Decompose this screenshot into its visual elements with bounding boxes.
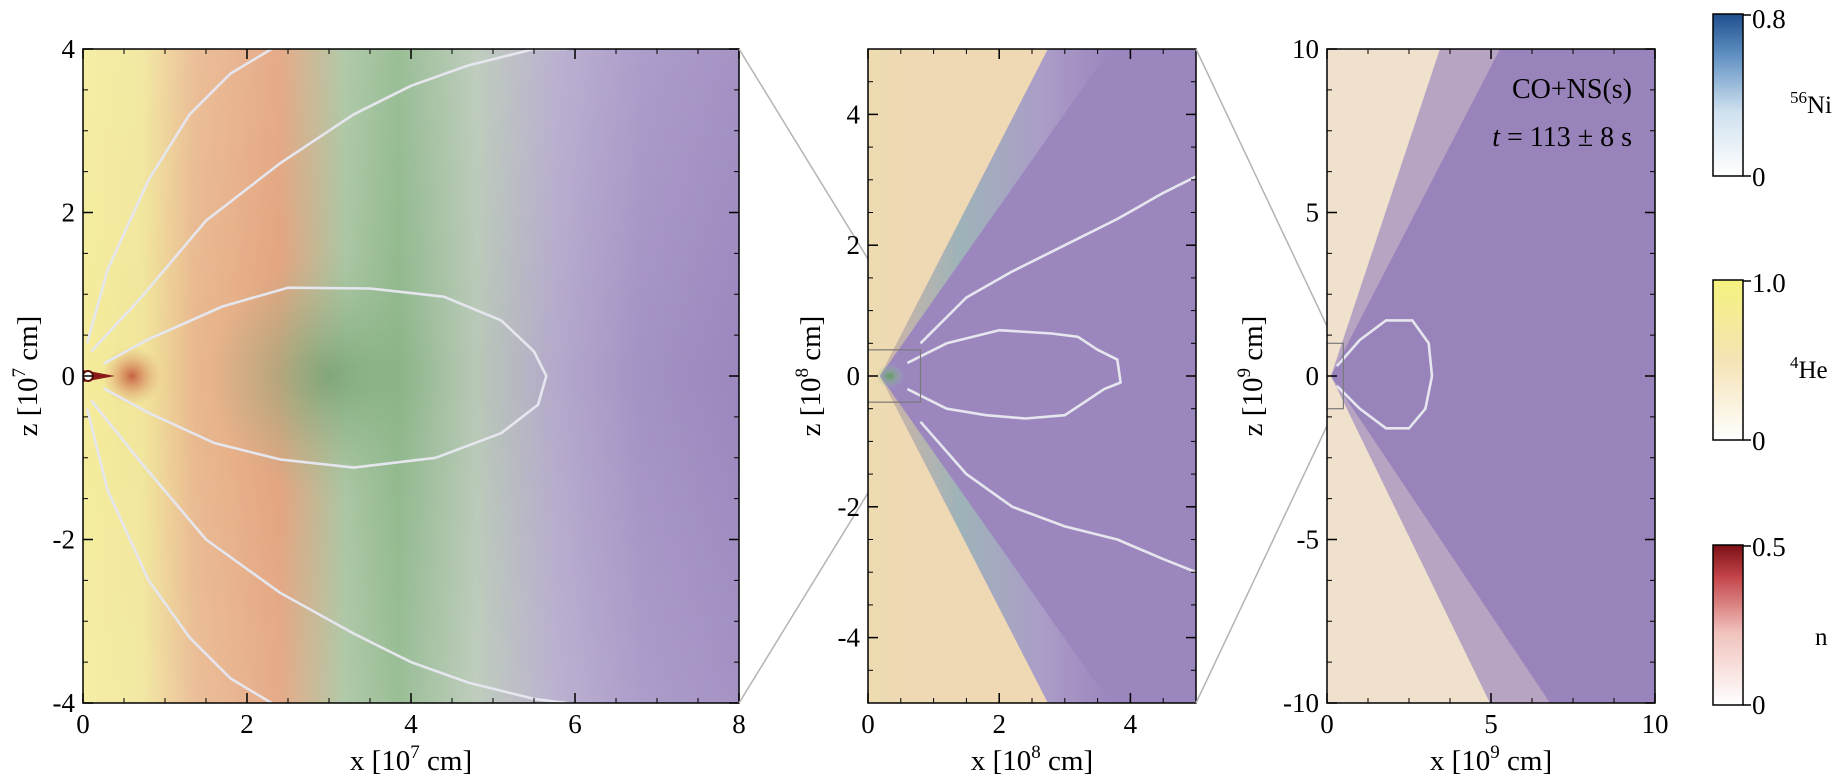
contours-middle bbox=[906, 175, 1196, 574]
y-tick-label: 5 bbox=[1306, 198, 1320, 228]
x-tick-label: 0 bbox=[1320, 709, 1334, 739]
x-tick-label: 0 bbox=[861, 709, 875, 739]
colorbar-ni56-min: 0 bbox=[1752, 162, 1766, 192]
y-tick-label: -4 bbox=[838, 623, 861, 653]
x-tick-label: 8 bbox=[732, 709, 746, 739]
x-tick-label: 6 bbox=[568, 709, 582, 739]
colorbar-he4: 1.0 0 4He bbox=[1712, 268, 1828, 456]
colorbar-n-max: 0.5 bbox=[1752, 532, 1786, 562]
ticks-middle: 0 2 4 -4 -2 0 2 4 bbox=[838, 48, 1197, 739]
x-tick-label: 10 bbox=[1642, 709, 1669, 739]
contours-left bbox=[85, 49, 567, 703]
y-tick-label: 10 bbox=[1292, 34, 1319, 64]
panel-right: 0 5 10 -10 -5 0 5 10 x [109 cm] z [109 cm] CO+N… bbox=[1234, 34, 1669, 776]
y-tick-label: 0 bbox=[1306, 361, 1320, 391]
colorbar-ni56: 0.8 0 56Ni bbox=[1712, 4, 1832, 192]
colorbar-n: 0.5 0 n bbox=[1712, 532, 1828, 720]
y-tick-label: -4 bbox=[53, 688, 76, 718]
y-tick-label: 2 bbox=[847, 230, 861, 260]
y-tick-label: 0 bbox=[62, 361, 76, 391]
colorbar-n-min: 0 bbox=[1752, 690, 1766, 720]
heatmap-left bbox=[83, 49, 739, 703]
annotation-model: CO+NS(s) bbox=[1512, 74, 1632, 105]
y-tick-label: -2 bbox=[838, 492, 861, 522]
x-axis-label-left: x [107 cm] bbox=[350, 742, 472, 776]
y-tick-label: -10 bbox=[1283, 688, 1319, 718]
ticks-left: 0 2 4 6 8 -4 -2 0 2 4 bbox=[53, 34, 746, 739]
y-tick-label: 4 bbox=[847, 99, 861, 129]
colorbar-ni56-label: 56Ni bbox=[1790, 88, 1832, 119]
colorbar-n-label: n bbox=[1815, 624, 1828, 651]
y-tick-label: -2 bbox=[53, 525, 76, 555]
contour-line-0 bbox=[906, 328, 1122, 420]
x-tick-label: 0 bbox=[76, 709, 90, 739]
contour-line-1 bbox=[919, 175, 1196, 345]
x-tick-label: 2 bbox=[240, 709, 254, 739]
zoom-box-middle bbox=[868, 349, 922, 403]
contour-line-2 bbox=[919, 420, 1196, 574]
x-tick-label: 5 bbox=[1484, 709, 1498, 739]
annotation-time: t = 113 ± 8 s bbox=[1492, 122, 1632, 153]
y-axis-label-left: z [107 cm] bbox=[9, 316, 44, 437]
x-tick-label: 4 bbox=[404, 709, 418, 739]
colorbar-he4-max: 1.0 bbox=[1752, 268, 1786, 298]
y-tick-label: 4 bbox=[62, 34, 76, 64]
contour-line-1 bbox=[90, 49, 567, 353]
contour-line-4 bbox=[85, 408, 273, 703]
colorbar-he4-min: 0 bbox=[1752, 426, 1766, 456]
y-tick-label: -5 bbox=[1297, 525, 1320, 555]
contour-line-0 bbox=[102, 286, 548, 469]
x-tick-label: 2 bbox=[992, 709, 1006, 739]
y-axis-label-middle: z [108 cm] bbox=[792, 316, 827, 437]
zoom-box-right bbox=[1327, 342, 1344, 410]
ticks-right: 0 5 10 -10 -5 0 5 10 bbox=[1283, 34, 1669, 739]
colorbar-he4-label: 4He bbox=[1790, 353, 1828, 384]
panel-left: 0 2 4 6 8 -4 -2 0 2 4 x [107 cm] z [107 cm] bbox=[9, 34, 746, 776]
x-axis-label-right: x [109 cm] bbox=[1430, 742, 1552, 776]
heatmap-middle bbox=[868, 49, 1196, 703]
contours-right bbox=[1335, 319, 1434, 430]
panel-middle: 0 2 4 -4 -2 0 2 4 x [108 cm] z [108 cm] bbox=[792, 48, 1197, 776]
y-axis-label-right: z [109 cm] bbox=[1234, 316, 1269, 437]
contour-line-2 bbox=[90, 399, 567, 703]
contour-line-0 bbox=[1335, 319, 1434, 430]
colorbar-ni56-max: 0.8 bbox=[1752, 4, 1786, 34]
zoom-connector-right bbox=[1195, 48, 1344, 704]
x-tick-label: 4 bbox=[1124, 709, 1138, 739]
x-axis-label-middle: x [108 cm] bbox=[971, 742, 1093, 776]
y-tick-label: 2 bbox=[62, 198, 76, 228]
heatmap-right bbox=[1327, 49, 1655, 703]
y-tick-label: 0 bbox=[847, 361, 861, 391]
contour-line-3 bbox=[85, 49, 273, 344]
